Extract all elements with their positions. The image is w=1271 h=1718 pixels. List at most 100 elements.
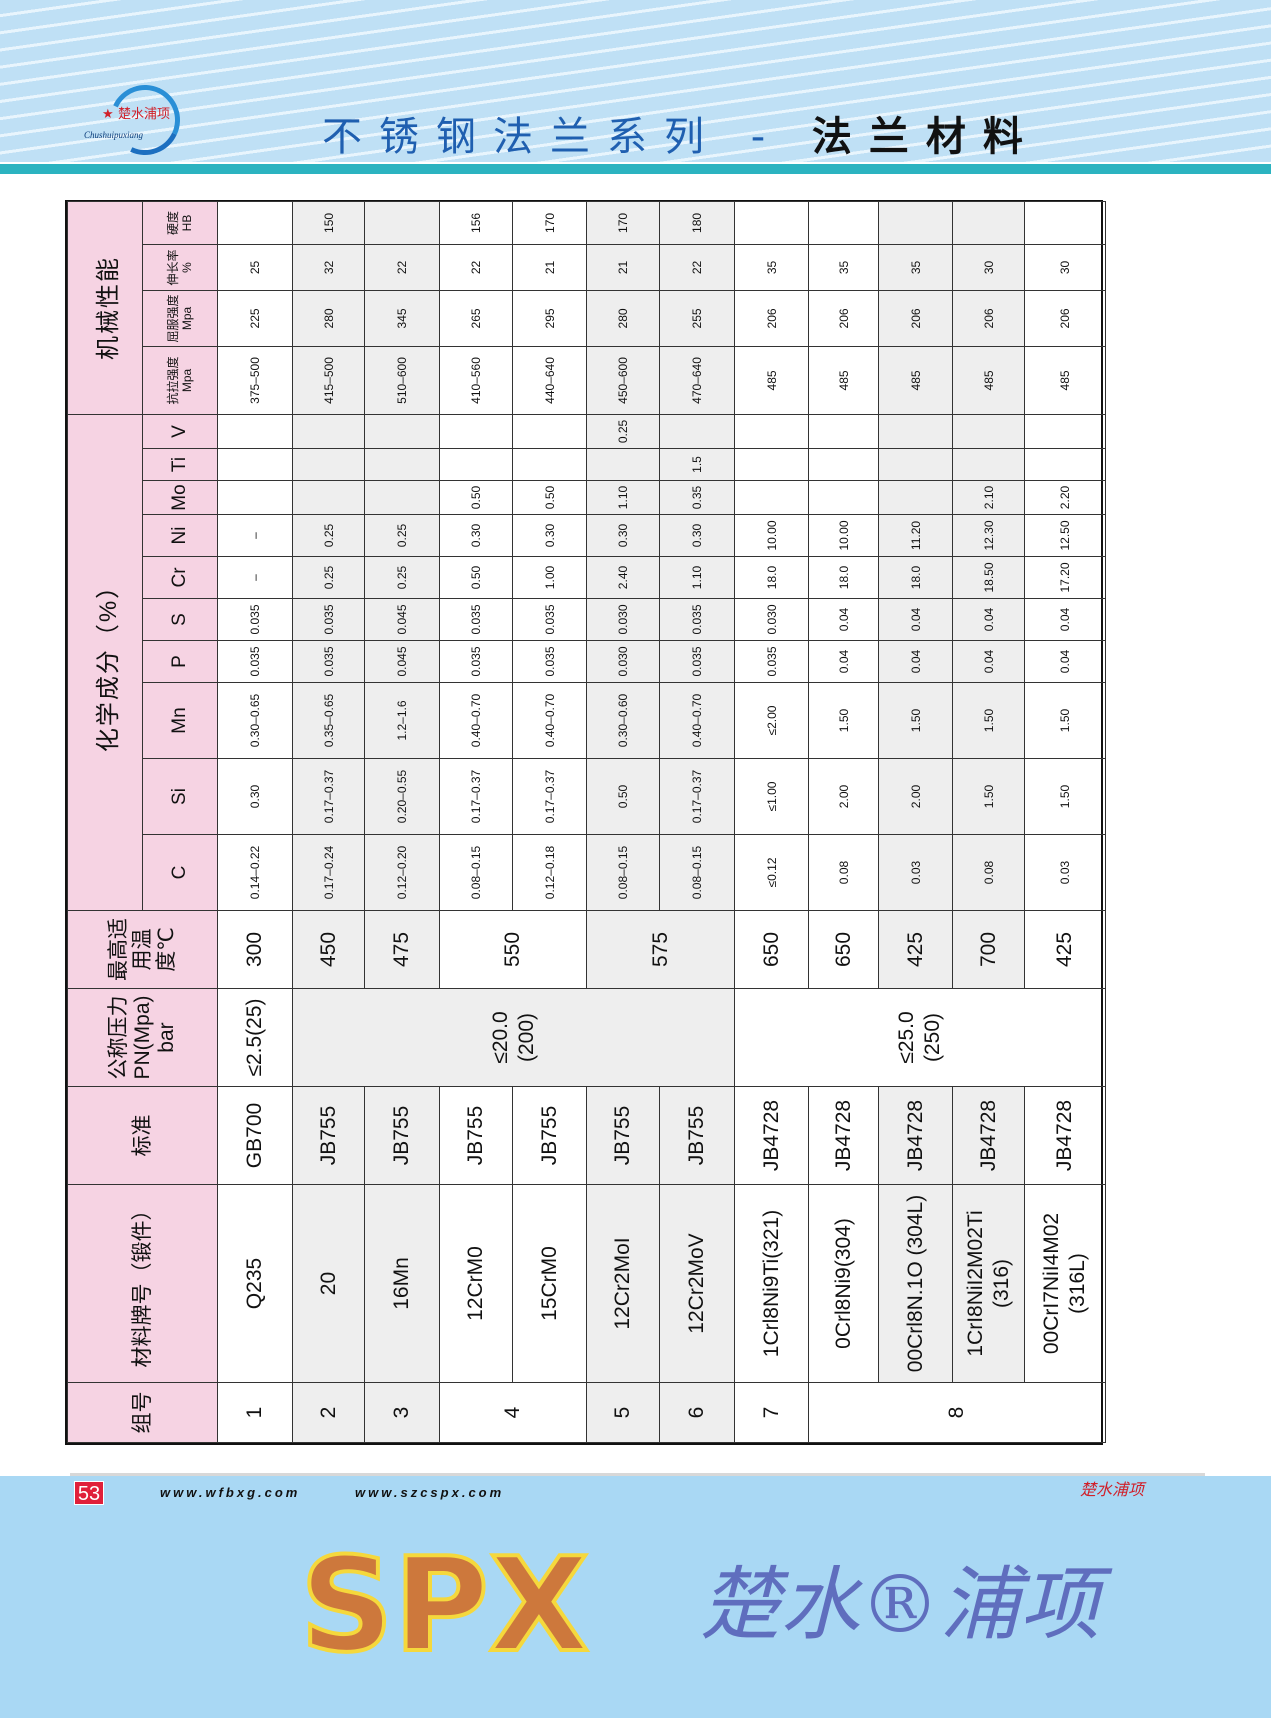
table-row: 2 20 JB755 ≤20.0 (200) 450 0.17–0.24 0.17–0.37… xyxy=(292,201,735,1443)
max-temperature: 650 xyxy=(734,910,809,989)
header-chem-mo: Mo xyxy=(142,480,218,515)
chem-ni: 0.25 xyxy=(292,514,365,557)
flange-material-table: 组号 材料牌号（锻件） 标准 公称压力PN(Mpa) bar 最高适用温度℃ 化… xyxy=(65,200,1106,1445)
standard: JB4728 xyxy=(808,1086,879,1185)
chem-cr: 18.50 xyxy=(952,556,1025,599)
mech-value: 206 xyxy=(878,290,953,347)
material-grade: 1Crl8Ni9Ti(321) xyxy=(734,1184,809,1383)
mech-value xyxy=(952,201,1025,245)
material-grade: 00Crl8N.1O (304L) xyxy=(878,1184,953,1383)
chem-c: 0.08 xyxy=(952,834,1025,911)
max-temperature: 425 xyxy=(1024,910,1106,989)
mech-value: 375–500 xyxy=(217,346,293,415)
chem-s: 0.045 xyxy=(364,598,440,641)
chem-c: 0.12–0.18 xyxy=(512,834,587,911)
chem-v: 0.25 xyxy=(586,414,660,449)
standard: JB755 xyxy=(439,1086,513,1185)
mech-value: 485 xyxy=(878,346,953,415)
chem-c: 0.08–0.15 xyxy=(659,834,735,911)
page-title: 不锈钢法兰系列 - 法兰材料 xyxy=(322,104,1040,162)
logo-text-en: Chushuipuxiang xyxy=(84,130,144,140)
chem-cr: 0.25 xyxy=(292,556,365,599)
mech-value: 35 xyxy=(808,244,879,291)
max-temperature: 575 xyxy=(586,910,735,989)
chem-c: 0.03 xyxy=(878,834,953,911)
chem-mn: 1.50 xyxy=(1024,682,1106,759)
header-chem-s: S xyxy=(142,598,218,641)
max-temperature: 450 xyxy=(292,910,365,989)
header-mech-3: 硬度 HB xyxy=(142,201,218,245)
max-temperature: 700 xyxy=(952,910,1025,989)
table-row: 4 12CrM0 JB755 550 0.08–0.15 0.17–0.37 0.40–0.… xyxy=(439,201,587,1443)
mech-value: 35 xyxy=(734,244,809,291)
chem-ni: 12.50 xyxy=(1024,514,1106,557)
chem-si: 0.17–0.37 xyxy=(659,758,735,835)
mech-value: 206 xyxy=(734,290,809,347)
chem-p: 0.035 xyxy=(734,640,809,683)
header-chem-si: Si xyxy=(142,758,218,835)
chem-mn: 1.2–1.6 xyxy=(364,682,440,759)
chem-mo: 2.10 xyxy=(952,480,1025,515)
mech-value: 21 xyxy=(512,244,587,291)
chem-ti xyxy=(439,448,513,481)
mech-value: 415–500 xyxy=(292,346,365,415)
chem-ni: 0.30 xyxy=(586,514,660,557)
chem-cr: 18.0 xyxy=(808,556,879,599)
standard: JB755 xyxy=(512,1086,587,1185)
chem-p: 0.035 xyxy=(512,640,587,683)
header-chemical: 化学成分（%） xyxy=(67,414,143,911)
chem-ti xyxy=(292,448,365,481)
mech-value: 440–640 xyxy=(512,346,587,415)
header-chem-mn: Mn xyxy=(142,682,218,759)
mech-value: 255 xyxy=(659,290,735,347)
header-mechanical: 机械性能 xyxy=(67,201,143,415)
mech-value xyxy=(808,201,879,245)
header-temperature: 最高适用温度℃ xyxy=(67,910,218,989)
table-row: 00CrI7NiI4M02 (316L) JB4728 425 0.03 1.50 1.5… xyxy=(1024,201,1106,1442)
header-divider xyxy=(0,164,1271,174)
website-link-1[interactable]: www.wfbxg.com xyxy=(160,1485,301,1500)
chem-ti xyxy=(952,448,1025,481)
standard: JB755 xyxy=(659,1086,735,1185)
chem-ti xyxy=(364,448,440,481)
nominal-pressure: ≤25.0 (250) xyxy=(734,988,1106,1087)
group-number: 2 xyxy=(292,1382,365,1443)
chem-si: 0.17–0.37 xyxy=(439,758,513,835)
chem-ni: 12.30 xyxy=(952,514,1025,557)
mech-value: 206 xyxy=(1024,290,1106,347)
chem-c: 0.03 xyxy=(1024,834,1106,911)
chem-mn: 1.50 xyxy=(878,682,953,759)
website-link-2[interactable]: www.szcspx.com xyxy=(355,1485,505,1500)
standard: JB755 xyxy=(292,1086,365,1185)
chem-cr: 17.20 xyxy=(1024,556,1106,599)
chem-s: 0.030 xyxy=(586,598,660,641)
mech-value: 32 xyxy=(292,244,365,291)
mech-value: 280 xyxy=(586,290,660,347)
table-row: 00Crl8N.1O (304L) JB4728 425 0.03 2.00 1.50 0.… xyxy=(878,201,953,1442)
title-topic: 法兰材料 xyxy=(811,114,1040,160)
mech-value: 485 xyxy=(1024,346,1106,415)
chem-p: 0.035 xyxy=(292,640,365,683)
chem-ti xyxy=(1024,448,1106,481)
chem-ni: 0.30 xyxy=(512,514,587,557)
chem-mn: 0.35–0.65 xyxy=(292,682,365,759)
chem-mo xyxy=(364,480,440,515)
material-grade: 1CrI8NiI2M02Ti (316) xyxy=(952,1184,1025,1383)
chem-mo xyxy=(292,480,365,515)
group-number: 4 xyxy=(439,1382,587,1443)
chem-si: 1.50 xyxy=(1024,758,1106,835)
mech-value: 35 xyxy=(878,244,953,291)
chem-s: 0.04 xyxy=(808,598,879,641)
chem-s: 0.035 xyxy=(439,598,513,641)
chem-cr: 1.10 xyxy=(659,556,735,599)
header-group: 组号 xyxy=(67,1382,218,1443)
chem-ti xyxy=(878,448,953,481)
chem-p: 0.04 xyxy=(1024,640,1106,683)
mech-value: 450–600 xyxy=(586,346,660,415)
table-row: 1CrI8NiI2M02Ti (316) JB4728 700 0.08 1.50 1.5… xyxy=(952,201,1025,1442)
chem-v xyxy=(364,414,440,449)
chem-mo xyxy=(808,480,879,515)
chem-s: 0.035 xyxy=(512,598,587,641)
chem-ti xyxy=(512,448,587,481)
table-row: 7 1Crl8Ni9Ti(321) JB4728 ≤25.0 (250) 650 ≤0.1… xyxy=(734,201,1106,1443)
